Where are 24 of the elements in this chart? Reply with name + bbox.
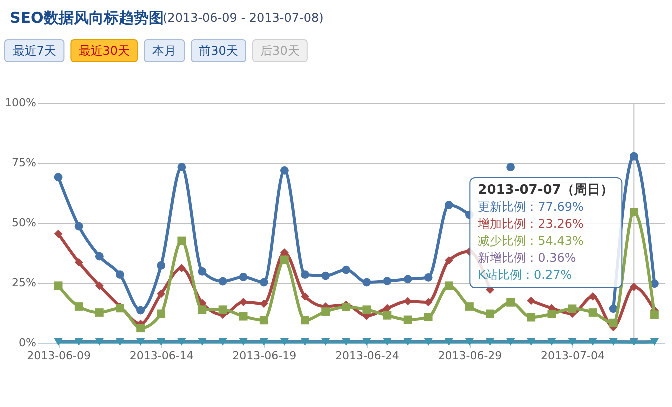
- x-tick-label: 2013-07-04: [541, 350, 605, 362]
- y-tick-label: 0%: [19, 336, 36, 350]
- x-tick-label: 2013-06-24: [335, 350, 400, 362]
- text: 减少比例：54.43%: [478, 234, 584, 248]
- x-tick-label: 2013-06-09: [27, 350, 92, 362]
- chart-title: SEO数据风向标趋势图: [10, 9, 164, 27]
- text: 新增比例：0.36%: [478, 251, 576, 265]
- x-tick-label: 2013-06-14: [130, 350, 194, 362]
- y-tick-label: 25%: [12, 276, 36, 290]
- text: 前30天: [199, 44, 238, 58]
- text: 更新比例：77.69%: [478, 200, 584, 214]
- text: K站比例：0.27%: [478, 268, 572, 282]
- x-tick-label: 2013-06-29: [438, 350, 502, 362]
- chart-subtitle: (2013-06-09 - 2013-07-08): [163, 11, 324, 25]
- text: 后30天: [260, 44, 300, 58]
- y-tick-label: 75%: [12, 156, 36, 170]
- text: 最近7天: [12, 44, 56, 58]
- text: 本月: [152, 44, 177, 58]
- annotation: 2013-07-07（周日）: [478, 183, 614, 198]
- x-tick-label: 2013-06-19: [232, 350, 297, 362]
- text: 增加比例：23.26%: [478, 217, 584, 231]
- text: 最近30天: [78, 44, 130, 58]
- y-tick-label: 100%: [5, 96, 36, 110]
- y-tick-label: 50%: [12, 216, 36, 230]
